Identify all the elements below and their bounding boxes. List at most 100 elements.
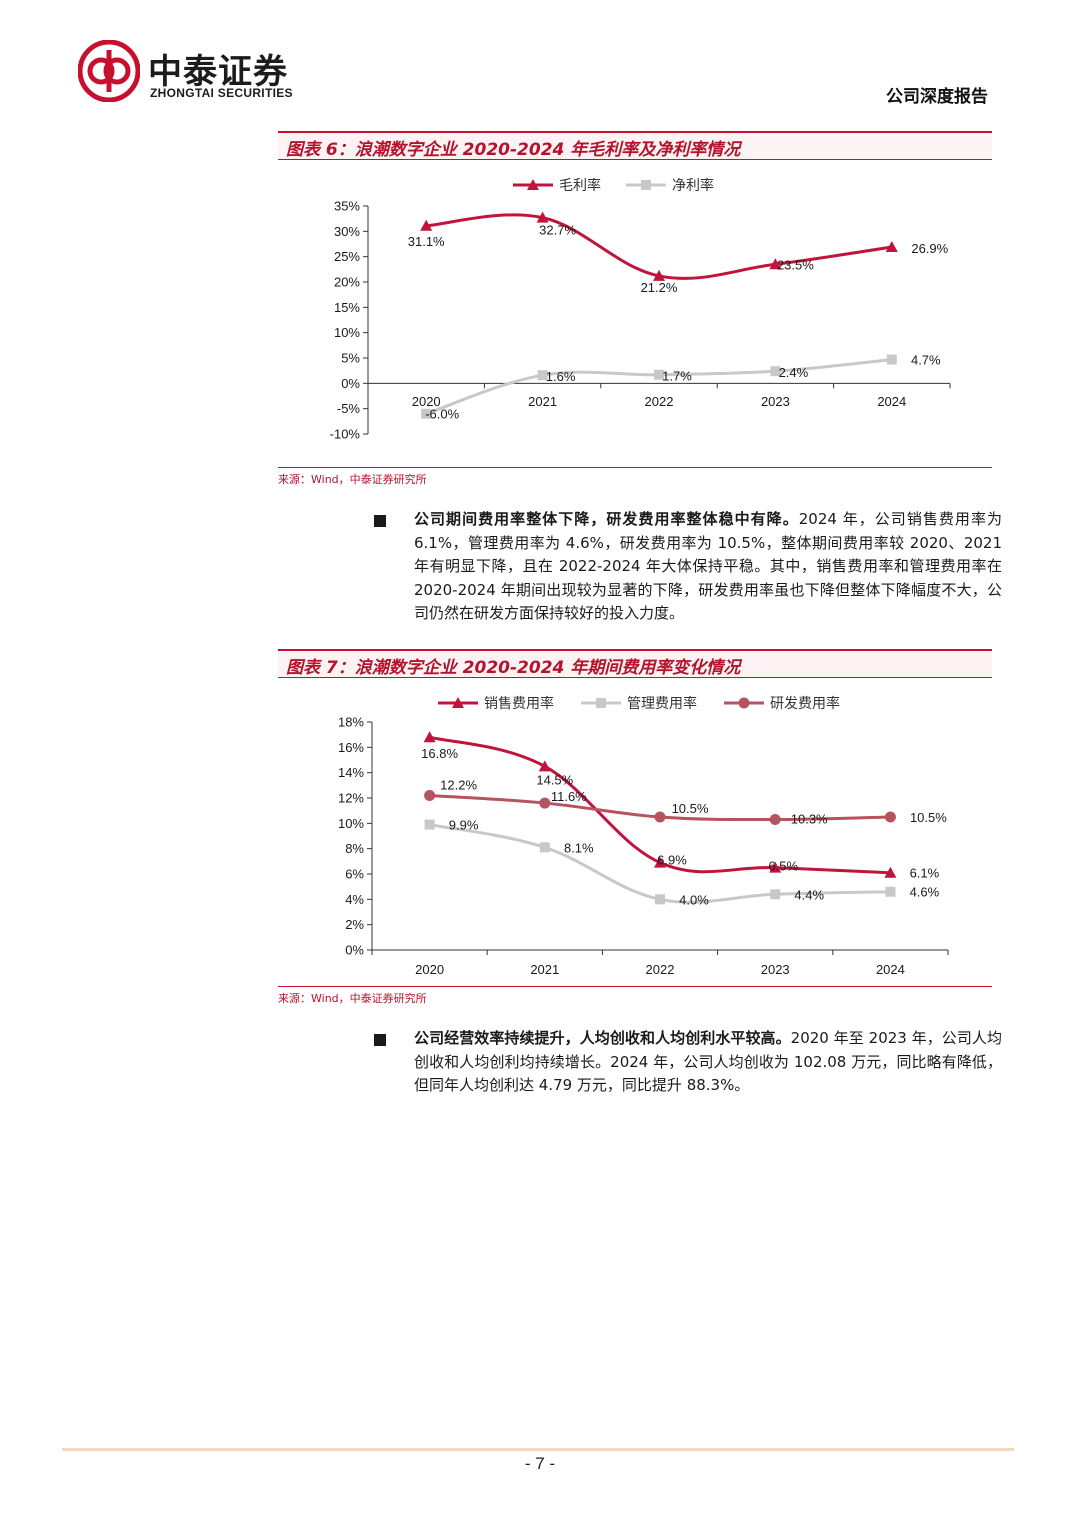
legend-marker [641,180,651,190]
report-type-label: 公司深度报告 [886,87,988,107]
data-label: 10.3% [791,812,828,827]
company-logo: 中泰证券 ZHONGTAI SECURITIES [78,40,340,106]
page-number: - 7 - [524,1454,556,1473]
figure6-source: 来源：Wind，中泰证券研究所 [278,467,992,487]
data-label: 16.8% [421,746,458,761]
paragraph-efficiency: 公司经营效率持续提升，人均创收和人均创利水平较高。2020 年至 2023 年，… [414,1027,1002,1098]
data-label: 31.1% [408,234,445,249]
data-label: 10.5% [910,810,947,825]
data-label: 9.9% [449,818,479,833]
data-point [770,366,781,377]
brand-name-en: ZHONGTAI SECURITIES [150,86,293,100]
data-label: 14.5% [536,772,573,787]
data-label: 21.2% [641,280,678,295]
data-label: 1.6% [546,369,576,384]
y-tick-label: -10% [330,427,361,442]
y-tick-label: 5% [341,351,360,366]
legend-label: 研发费用率 [770,695,840,712]
data-label: 32.7% [539,223,576,238]
y-tick-label: -5% [337,401,361,416]
data-label: 11.6% [551,789,587,804]
legend-marker [527,179,539,190]
data-label: 1.7% [662,369,692,384]
y-tick-label: 0% [341,376,360,391]
legend-label: 管理费用率 [627,695,697,712]
legend-label: 销售费用率 [484,695,554,712]
x-tick-label: 2020 [412,394,441,409]
data-label: 2.4% [779,365,809,380]
x-tick-label: 2021 [530,962,559,977]
x-tick-label: 2022 [646,962,675,977]
y-tick-label: 30% [334,224,360,239]
legend-marker [596,698,606,708]
data-label: -6.0% [425,407,459,422]
data-label: 26.9% [911,241,948,256]
figure7-title: 图表 7：浪潮数字企业 2020-2024 年期间费用率变化情况 [286,658,741,678]
x-tick-label: 2024 [876,962,905,977]
logo-emblem-icon [78,40,140,102]
data-label: 6.9% [657,853,687,868]
data-label: 8.1% [564,840,594,855]
data-label: 6.5% [768,859,798,874]
y-tick-label: 10% [338,816,364,831]
y-tick-label: 12% [338,791,364,806]
paragraph-efficiency-body: 2020 年至 2023 年，公司人均创收和人均创利均持续增长。2024 年，公… [414,1029,1002,1094]
x-tick-label: 2020 [415,962,444,977]
data-label: 12.2% [440,777,477,792]
data-point [539,842,550,853]
data-point [769,861,782,873]
legend-marker [452,697,464,708]
y-tick-label: 8% [345,841,364,856]
data-point [423,731,436,743]
y-tick-label: 0% [345,943,364,958]
x-tick-label: 2023 [761,394,790,409]
x-tick-label: 2024 [877,394,906,409]
y-tick-label: 2% [345,917,364,932]
data-label: 4.0% [679,892,709,907]
legend-marker [738,697,750,709]
data-label: 23.5% [777,257,814,272]
x-tick-label: 2023 [761,962,790,977]
data-point [886,354,897,365]
series-line [426,213,893,280]
figure7-chart: 18% 16% 14% 12% 10% 8% 6% 4% 2% 0% 2020 2021 2022 202… [278,680,992,985]
paragraph-expense-ratio-lead: 公司期间费用率整体下降，研发费用率整体稳中有降。 [414,510,799,528]
data-point [885,886,896,897]
data-point [536,211,549,223]
data-point [424,819,435,830]
data-point [884,866,897,878]
footer-divider [62,1448,1014,1451]
data-point [654,856,666,868]
data-point [539,797,551,809]
paragraph-efficiency-lead: 公司经营效率持续提升，人均创收和人均创利水平较高。 [414,1029,791,1047]
figure7-title-bar: 图表 7：浪潮数字企业 2020-2024 年期间费用率变化情况 [278,649,992,678]
x-tick-label: 2021 [528,394,557,409]
figure6-chart: 35% 30% 25% 20% 15% 10% 5% 0% -5% -10% 2020 2021 202… [278,160,992,465]
data-label: 6.1% [910,866,940,881]
data-point [420,219,433,231]
data-point [654,369,664,380]
data-point [537,370,548,381]
data-point [538,760,551,772]
data-point [769,258,782,270]
y-tick-label: 18% [338,715,364,730]
y-tick-label: 4% [345,892,364,907]
data-label: 10.5% [672,801,709,816]
data-point [654,811,666,823]
line-chart-svg: 18% 16% 14% 12% 10% 8% 6% 4% 2% 0% 2020 2021 2022 202… [338,695,949,977]
legend-label: 净利率 [672,177,714,194]
y-tick-label: 16% [338,740,364,755]
data-point [770,889,781,900]
data-point [421,408,432,419]
y-tick-label: 25% [334,249,360,264]
data-label: 4.4% [794,887,824,902]
data-point [769,814,781,826]
y-tick-label: 6% [345,867,364,882]
x-tick-label: 2022 [645,394,674,409]
bullet-marker [374,515,386,527]
figure7-source: 来源：Wind，中泰证券研究所 [278,986,992,1006]
data-point [655,894,665,905]
data-label: 4.6% [910,885,940,900]
data-point [884,811,896,823]
figure6-title-bar: 图表 6：浪潮数字企业 2020-2024 年毛利率及净利率情况 [278,131,992,160]
